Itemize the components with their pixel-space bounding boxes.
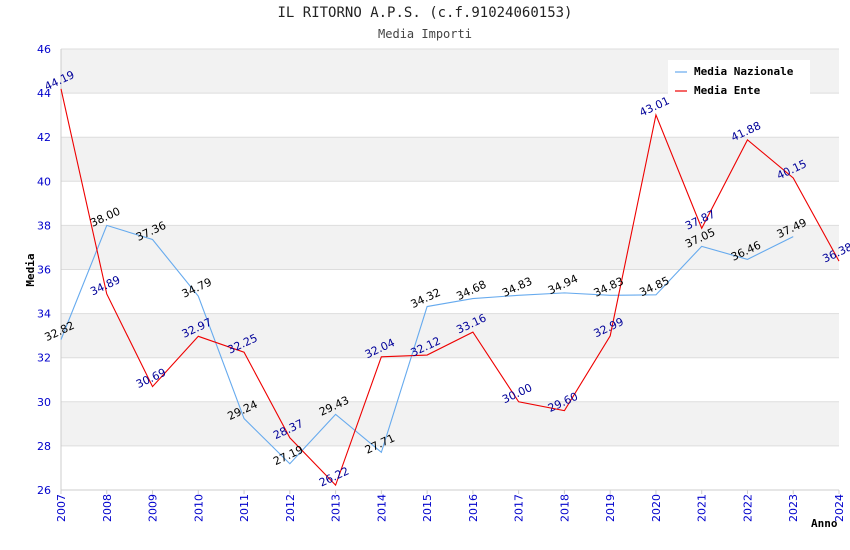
y-tick-label: 36 [37, 264, 51, 277]
background-band [61, 137, 839, 182]
x-tick-label: 2015 [421, 494, 434, 522]
legend-label-media-nazionale: Media Nazionale [694, 65, 794, 78]
background-band [61, 401, 839, 446]
x-tick-label: 2024 [833, 494, 846, 522]
x-tick-label: 2016 [467, 494, 480, 522]
x-tick-label: 2011 [238, 494, 251, 522]
x-tick-label: 2020 [650, 494, 663, 522]
y-tick-label: 46 [37, 43, 51, 56]
series-line-media-nazionale [60, 224, 794, 465]
x-tick-labels: 2007 2008 2009 2010 2011 2012 2013 2014 2015 2016… [55, 494, 846, 522]
x-tick-label: 2010 [192, 494, 205, 522]
x-tick-label: 2017 [513, 494, 526, 522]
background-band [61, 225, 839, 270]
background-band [61, 313, 839, 358]
x-tick-label: 2023 [787, 494, 800, 522]
legend-label-media-ente: Media Ente [694, 84, 761, 97]
x-tick-label: 2014 [375, 494, 388, 522]
x-tick-label: 2012 [284, 494, 297, 522]
y-tick-label: 26 [37, 484, 51, 497]
y-tick-label: 38 [37, 219, 51, 232]
y-tick-labels: 26 28 30 32 34 36 38 40 42 44 46 [37, 43, 51, 497]
legend: Media Nazionale Media Ente [668, 60, 810, 102]
x-axis-label: Anno [811, 517, 838, 530]
background-band [61, 357, 839, 402]
background-band [61, 269, 839, 314]
x-tick-label: 2021 [696, 494, 709, 522]
y-axis-label: Media [24, 253, 37, 286]
chart-title: IL RITORNO A.P.S. (c.f.91024060153) [277, 5, 573, 21]
legend-box [668, 60, 810, 102]
y-tick-label: 42 [37, 131, 51, 144]
grid-lines [60, 48, 840, 494]
x-tick-label: 2018 [558, 494, 571, 522]
x-tick-label: 2008 [101, 494, 114, 522]
x-tick-label: 2013 [330, 494, 343, 522]
y-tick-label: 30 [37, 396, 51, 409]
series-lines [60, 88, 840, 487]
x-tick-label: 2009 [147, 494, 160, 522]
x-tick-label: 2007 [55, 494, 68, 522]
series-line-media-ente [60, 88, 840, 487]
x-tick-label: 2019 [604, 494, 617, 522]
background-band [61, 181, 839, 226]
y-tick-label: 28 [37, 440, 51, 453]
y-tick-label: 44 [37, 87, 51, 100]
y-tick-label: 32 [37, 352, 51, 365]
y-tick-label: 34 [37, 308, 51, 321]
chart-subtitle: Media Importi [378, 27, 472, 41]
background-bands [61, 49, 839, 490]
background-band [61, 445, 839, 490]
x-tick-label: 2022 [741, 494, 754, 522]
y-tick-label: 40 [37, 175, 51, 188]
